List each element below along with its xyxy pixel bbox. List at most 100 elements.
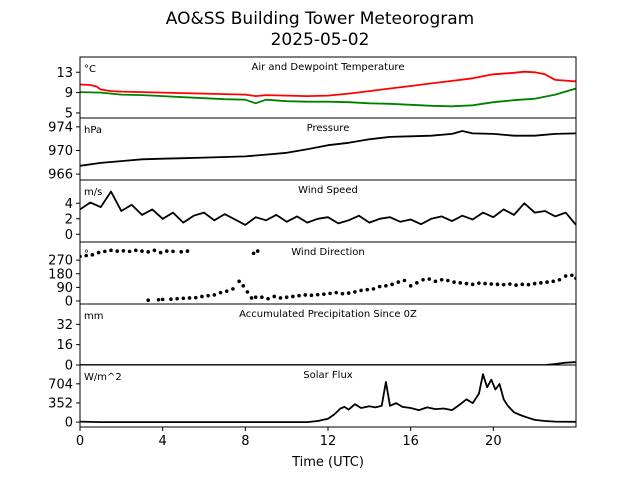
data-point (90, 253, 95, 257)
data-point (415, 281, 419, 285)
data-point (237, 279, 241, 284)
data-point (127, 249, 132, 254)
y-tick-label: 2 (65, 212, 73, 227)
data-point (231, 287, 235, 291)
panel-unit: W/m^2 (84, 372, 122, 383)
panel-1: 966 970 974 hPa Pressure (48, 117, 577, 183)
y-tick-label: 16 (56, 338, 73, 353)
data-point (152, 248, 157, 253)
data-point (96, 250, 101, 255)
y-tick-label: 270 (48, 254, 73, 269)
series-line-1 (80, 87, 576, 108)
data-point (315, 292, 320, 297)
x-tick-label: 16 (402, 434, 419, 449)
series-points (80, 248, 576, 303)
series-line-0 (80, 70, 576, 97)
x-tick-label: 4 (159, 434, 167, 449)
data-point (179, 250, 184, 254)
data-point (309, 293, 314, 298)
y-tick-label: 5 (65, 106, 73, 121)
data-point (109, 248, 113, 253)
data-point (520, 282, 525, 287)
data-point (489, 282, 494, 286)
x-tick-label: 8 (241, 434, 249, 449)
data-point (539, 281, 543, 285)
data-point (514, 283, 518, 287)
data-point (483, 281, 487, 286)
data-point (255, 249, 260, 253)
data-point (251, 251, 256, 256)
panel-unit: hPa (84, 125, 102, 136)
panel-title: Pressure (307, 123, 350, 134)
x-tick-label: 20 (485, 434, 502, 449)
y-tick-label: 352 (48, 396, 73, 411)
y-tick-label: 90 (56, 281, 73, 296)
data-point (146, 250, 150, 254)
data-point (501, 282, 506, 287)
panel-0: 5 9 13 °C Air and Dewpoint Temperature (56, 56, 577, 121)
data-point (328, 291, 332, 296)
data-point (334, 290, 339, 295)
y-tick-label: 974 (48, 120, 73, 135)
y-tick-label: 0 (65, 228, 73, 243)
data-point (402, 278, 407, 283)
data-point (477, 281, 481, 285)
data-point (557, 278, 562, 282)
data-point (260, 295, 264, 299)
panel-2: 024 m/s Wind Speed (65, 179, 577, 243)
data-point (371, 287, 376, 291)
data-point (340, 291, 345, 296)
panel-5: 0 352 704 W/m^2 Solar Flux (48, 364, 577, 431)
series-line-0 (80, 190, 576, 226)
panels-group: 5 9 13 °C Air and Dewpoint Temperature 966 970… (48, 56, 577, 431)
panel-title: Air and Dewpoint Temperature (252, 62, 405, 73)
data-point (146, 298, 150, 303)
y-tick-label: 32 (56, 318, 73, 333)
y-tick-label: 0 (65, 416, 73, 431)
panel-unit: m/s (84, 187, 102, 198)
y-tick-label: 0 (65, 359, 73, 374)
data-point (84, 253, 88, 258)
data-point (181, 296, 186, 301)
y-tick-label: 13 (56, 66, 73, 81)
panel-unit: ° (84, 249, 89, 260)
y-tick-label: 966 (48, 168, 73, 183)
data-point (200, 294, 204, 299)
data-point (169, 297, 173, 301)
y-tick-label: 704 (48, 377, 73, 392)
data-point (241, 284, 246, 288)
data-point (464, 281, 469, 286)
data-point (115, 249, 119, 253)
data-point (193, 295, 198, 300)
data-point (551, 279, 556, 284)
data-point (427, 277, 432, 281)
data-point (206, 293, 210, 298)
series-line-0 (80, 373, 576, 423)
data-point (563, 274, 568, 278)
series-line-0 (80, 361, 576, 365)
data-point (433, 279, 438, 284)
data-point (322, 292, 326, 296)
data-point (284, 295, 289, 299)
data-point (532, 281, 537, 286)
data-point (278, 296, 283, 300)
data-point (266, 296, 270, 301)
y-tick-label: 970 (48, 144, 73, 159)
data-point (253, 295, 258, 299)
data-point (212, 293, 217, 297)
chart-title: AO&SS Building Tower Meteorogram (166, 9, 474, 29)
data-point (439, 278, 444, 282)
data-point (377, 284, 382, 289)
data-point (446, 278, 450, 283)
data-point (508, 282, 512, 286)
series-line-0 (80, 130, 576, 167)
data-point (160, 297, 165, 302)
y-tick-label: 9 (65, 86, 73, 101)
panel-title: Wind Speed (298, 185, 358, 196)
data-point (156, 297, 161, 302)
data-point (303, 293, 308, 297)
data-point (353, 290, 357, 294)
data-point (297, 293, 301, 298)
data-point (421, 278, 425, 282)
